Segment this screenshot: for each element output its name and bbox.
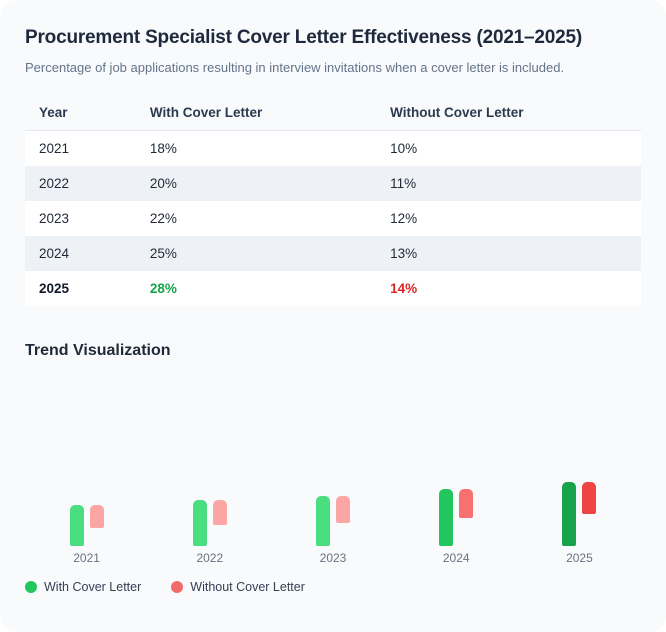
with-cover-cell: 25% — [149, 245, 177, 261]
with-cover-cell: 20% — [149, 175, 177, 191]
with-cover-bar — [439, 488, 454, 546]
without-cover-bar — [582, 481, 597, 514]
without-cover-bar — [89, 504, 104, 528]
bar-group: 2021 — [25, 504, 148, 565]
with-cover-bar — [316, 495, 330, 546]
table-row-highlighted: 2025 28% 14% — [25, 270, 641, 306]
with-cover-bar — [192, 500, 207, 546]
bar-pair — [192, 500, 227, 546]
page-title: Procurement Specialist Cover Letter Effe… — [25, 27, 583, 48]
table-row: 2024 25% 13% — [25, 235, 641, 271]
bar-group: 2022 — [148, 500, 271, 565]
with-cover-bar — [562, 481, 577, 546]
table-row: 2021 18% 10% — [25, 130, 641, 166]
with-cover-cell: 28% — [149, 280, 177, 296]
with-cover-cell: 18% — [149, 140, 177, 156]
without-cover-cell: 11% — [390, 175, 417, 191]
col-header-without-cover: Without Cover Letter — [376, 98, 641, 131]
bar-pair — [562, 481, 597, 546]
effectiveness-table: Year With Cover Letter Without Cover Let… — [25, 98, 641, 306]
year-cell: 2022 — [39, 175, 70, 191]
bar-x-label: 2025 — [566, 550, 593, 565]
table-row: 2023 22% 12% — [25, 200, 641, 236]
without-cover-cell: 12% — [390, 210, 418, 226]
bar-group: 2024 — [395, 488, 518, 565]
legend-label: With Cover Letter — [44, 579, 142, 594]
bar-x-label: 2023 — [319, 550, 347, 565]
bar-x-label: 2021 — [73, 550, 100, 565]
with-cover-bar — [69, 504, 84, 546]
year-cell: 2025 — [39, 280, 70, 296]
bar-pair — [316, 495, 350, 546]
bar-group: 2023 — [271, 495, 394, 565]
bar-pair — [439, 488, 474, 546]
without-cover-bar — [336, 495, 350, 523]
year-cell: 2021 — [39, 140, 70, 156]
without-cover-bar — [459, 488, 474, 519]
col-header-year: Year — [25, 98, 136, 131]
legend-swatch-red — [171, 580, 184, 593]
legend-item-with-cover: With Cover Letter — [25, 580, 141, 594]
without-cover-cell: 14% — [390, 280, 418, 296]
without-cover-bar — [212, 500, 227, 526]
legend-label: Without Cover Letter — [190, 579, 305, 594]
bar-x-label: 2024 — [442, 550, 470, 565]
chart-legend: With Cover Letter Without Cover Letter — [25, 580, 641, 594]
year-cell: 2024 — [39, 245, 70, 261]
bar-pair — [69, 504, 104, 546]
col-header-with-cover: With Cover Letter — [135, 98, 377, 131]
legend-item-without-cover: Without Cover Letter — [171, 580, 305, 594]
bar-group: 2025 — [518, 481, 641, 565]
without-cover-cell: 10% — [390, 140, 418, 156]
with-cover-cell: 22% — [149, 210, 177, 226]
chart-section-heading: Trend Visualization — [25, 341, 171, 359]
table-row: 2022 20% 11% — [25, 165, 641, 201]
table-header-row: Year With Cover Letter Without Cover Let… — [25, 98, 641, 131]
without-cover-cell: 13% — [390, 245, 418, 261]
legend-swatch-green — [25, 580, 37, 593]
bar-chart: 2021 2022 2023 2024 2025 — [25, 360, 641, 565]
bar-x-label: 2022 — [196, 550, 224, 565]
year-cell: 2023 — [39, 210, 70, 226]
page-subtitle: Percentage of job applications resulting… — [25, 59, 565, 75]
